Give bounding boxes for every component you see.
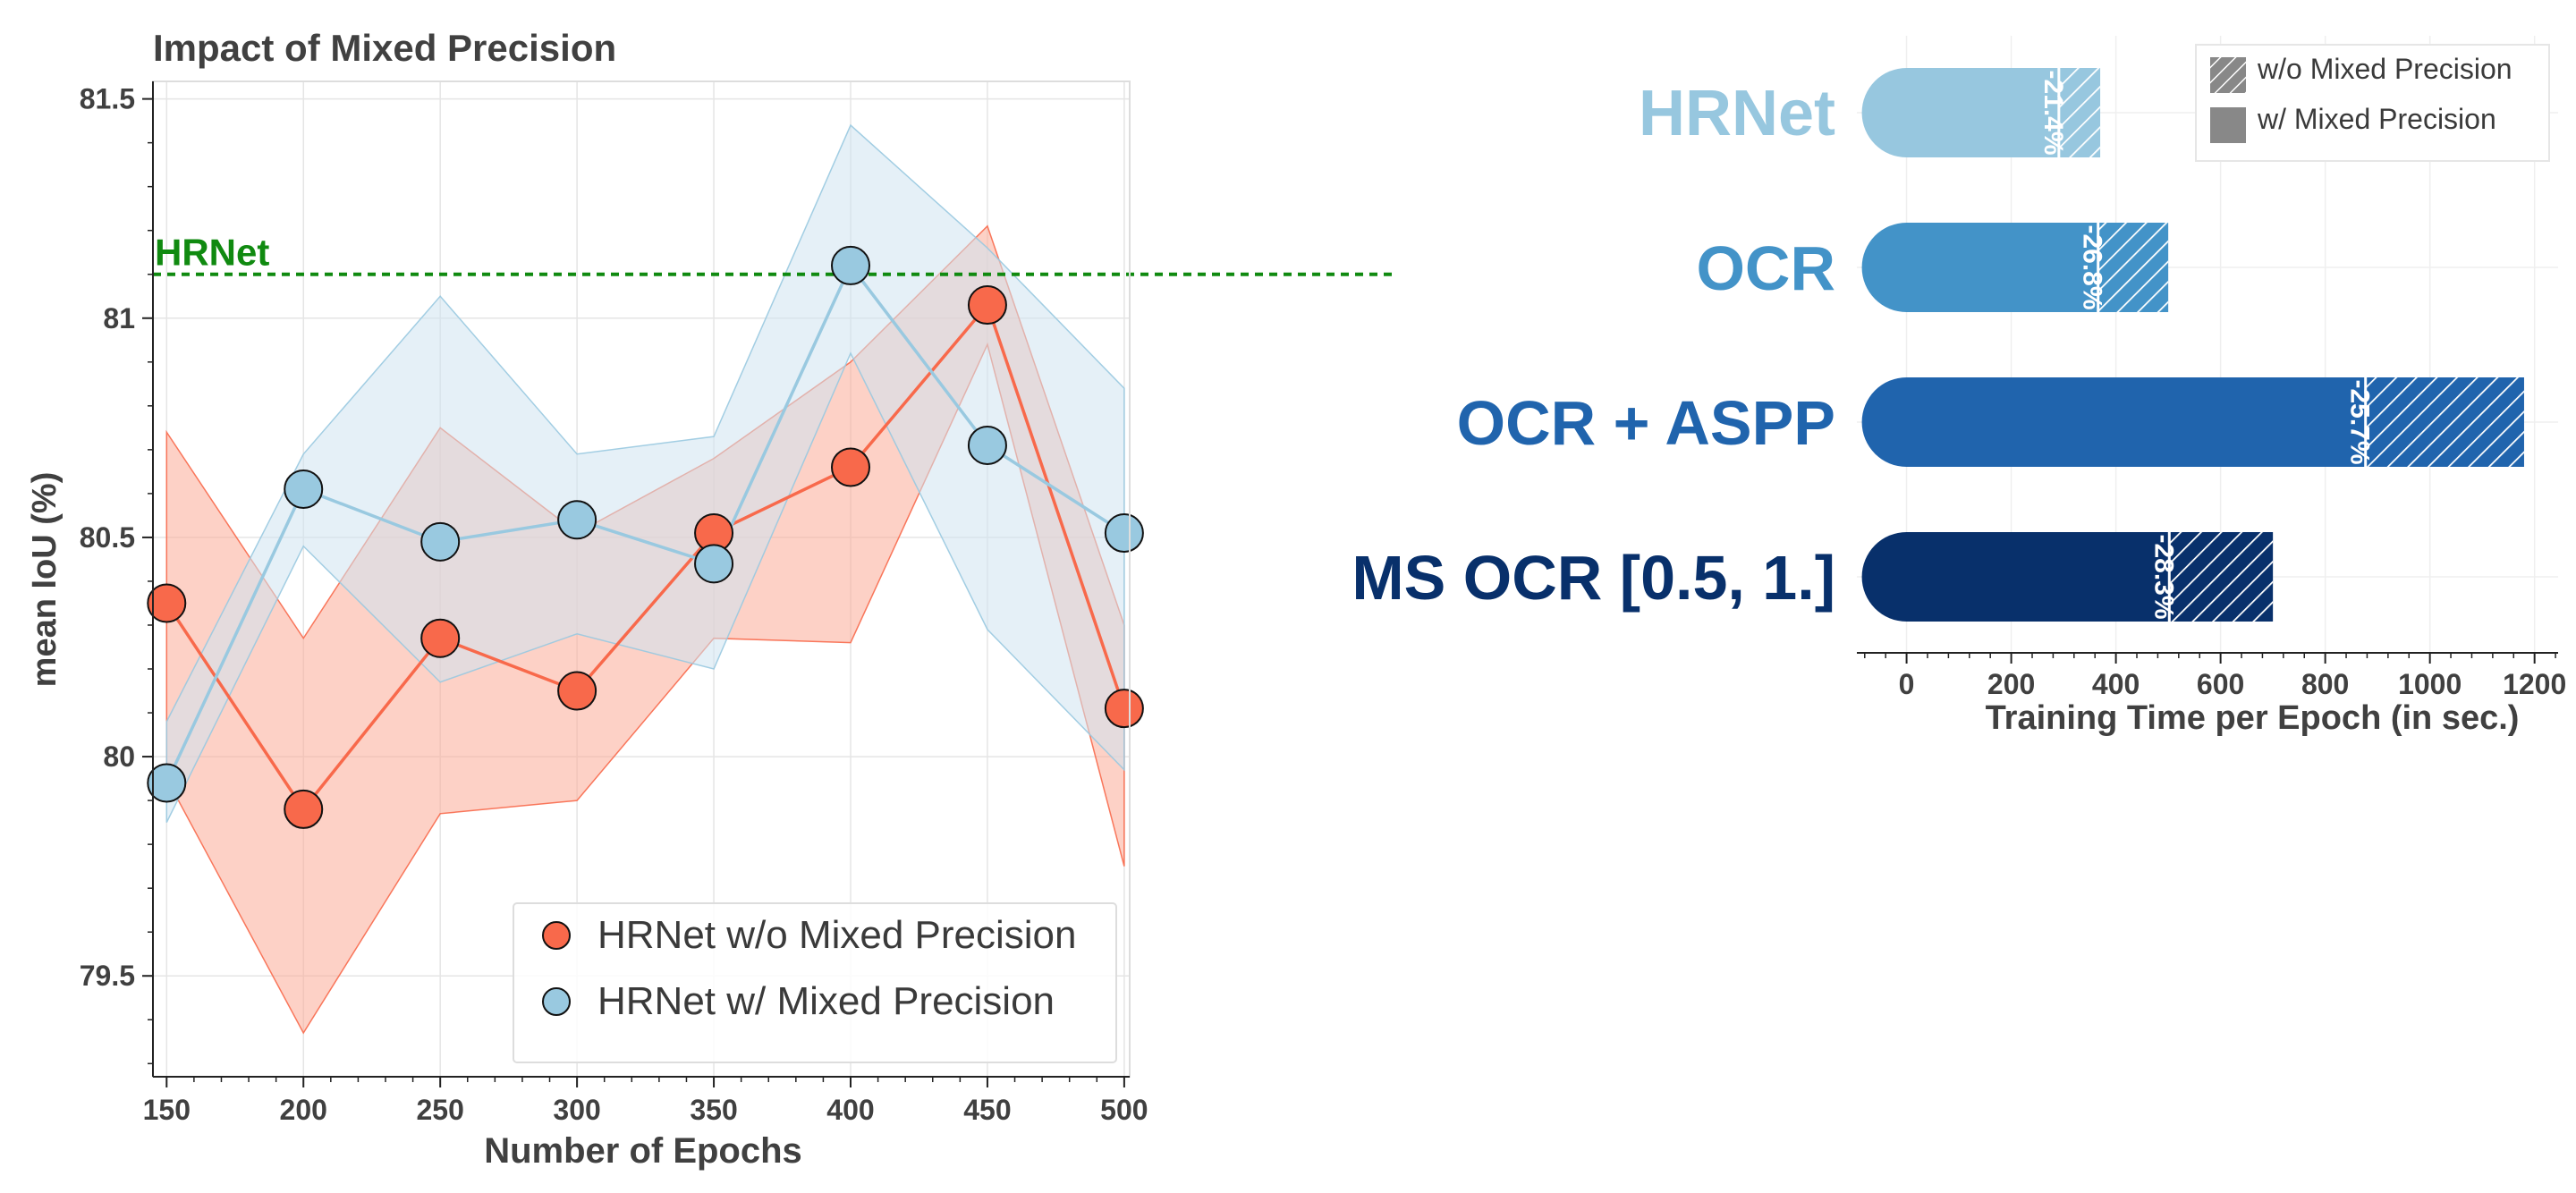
legend-label-wo-mixed-precision: HRNet w/o Mixed Precision bbox=[597, 913, 1077, 957]
y-tick-label: 80.5 bbox=[80, 521, 135, 554]
bar-w-mixed-precision bbox=[1861, 532, 2170, 622]
x-tick-label: 300 bbox=[553, 1094, 600, 1126]
category-label: MS OCR [0.5, 1.] bbox=[1352, 543, 1835, 613]
legend-label-w-mixed-precision: HRNet w/ Mixed Precision bbox=[597, 979, 1055, 1023]
reduction-label: -21.4% bbox=[2038, 70, 2068, 155]
reduction-label: -26.8% bbox=[2078, 224, 2107, 309]
data-point bbox=[694, 544, 734, 584]
legend-marker-w-mixed-precision bbox=[542, 987, 571, 1016]
legend-label-w-mixed-precision: w/ Mixed Precision bbox=[2257, 103, 2496, 135]
axes: 150 200 250 300 350 400 450 500 79.5 80 80.5 81 81.5 bbox=[80, 81, 1148, 1126]
data-points bbox=[147, 245, 1144, 829]
bar-w-mixed-precision bbox=[1861, 223, 2098, 312]
reduction-label: -28.3% bbox=[2148, 534, 2178, 619]
y-tick-label: 80 bbox=[103, 740, 135, 773]
data-point bbox=[967, 285, 1007, 326]
x-tick-label: 1000 bbox=[2398, 668, 2462, 700]
category-label: OCR + ASPP bbox=[1457, 388, 1835, 458]
x-tick-label: 450 bbox=[963, 1094, 1011, 1126]
data-point bbox=[284, 789, 324, 829]
x-tick-label: 400 bbox=[2092, 668, 2140, 700]
confidence-band bbox=[165, 123, 1125, 823]
training-time-chart: -21.4% HRNet -26.8% OCR -25.7% OCR + ASPP -28.… bbox=[1352, 36, 2566, 737]
legend-box bbox=[2195, 44, 2550, 162]
category-label: HRNet bbox=[1639, 78, 1835, 149]
x-tick-label: 200 bbox=[1987, 668, 2035, 700]
x-tick-label: 200 bbox=[280, 1094, 327, 1126]
mixed-precision-iou-chart: Impact of Mixed Precision HRNet 150 200 25… bbox=[26, 27, 1398, 1171]
bar-w-mixed-precision bbox=[1861, 377, 2366, 467]
x-tick-label: 250 bbox=[416, 1094, 463, 1126]
series-line bbox=[165, 301, 1126, 812]
series-lines bbox=[165, 262, 1126, 812]
bar-hatch bbox=[2097, 223, 2169, 312]
legend: HRNet w/o Mixed Precision HRNet w/ Mixed… bbox=[513, 902, 1117, 1063]
data-point bbox=[831, 447, 870, 487]
bars: -21.4% HRNet -26.8% OCR -25.7% OCR + ASPP -28.… bbox=[1352, 68, 2524, 622]
confidence-bands bbox=[165, 123, 1125, 1035]
x-axis-label: Training Time per Epoch (in sec.) bbox=[1986, 699, 2520, 737]
bar-hatch bbox=[2058, 68, 2101, 157]
legend: w/o Mixed Precision w/ Mixed Precision bbox=[2195, 44, 2550, 162]
data-point bbox=[147, 583, 187, 623]
data-point bbox=[420, 618, 461, 658]
data-point bbox=[831, 245, 870, 285]
y-tick-label: 79.5 bbox=[80, 960, 135, 992]
reference-line-label: HRNet bbox=[155, 232, 269, 274]
x-tick-label: 350 bbox=[690, 1094, 737, 1126]
x-axis-label: Number of Epochs bbox=[484, 1131, 802, 1171]
axes: 0 200 400 600 800 1000 1200 bbox=[1857, 652, 2566, 700]
x-tick-label: 400 bbox=[826, 1094, 874, 1126]
data-point bbox=[147, 763, 187, 803]
y-tick-label: 81.5 bbox=[80, 83, 135, 115]
category-label: OCR bbox=[1696, 233, 1835, 303]
data-point bbox=[1104, 689, 1144, 729]
bar-w-mixed-precision bbox=[1861, 68, 2059, 157]
x-tick-label: 0 bbox=[1899, 668, 1915, 700]
legend-swatch-hatch bbox=[2210, 57, 2246, 93]
legend-swatch-w-mixed-precision bbox=[2210, 107, 2246, 143]
legend-label-wo-mixed-precision: w/o Mixed Precision bbox=[2257, 53, 2512, 85]
series-line bbox=[165, 262, 1125, 784]
x-tick-label: 1200 bbox=[2503, 668, 2566, 700]
bar-hatch bbox=[2169, 532, 2274, 622]
data-point bbox=[557, 671, 597, 711]
x-tick-label: 600 bbox=[2197, 668, 2244, 700]
x-tick-label: 500 bbox=[1100, 1094, 1148, 1126]
data-point bbox=[557, 500, 597, 540]
x-tick-label: 150 bbox=[143, 1094, 191, 1126]
legend-box bbox=[513, 902, 1117, 1063]
x-tick-label: 800 bbox=[2301, 668, 2349, 700]
data-point bbox=[420, 521, 461, 562]
y-axis-label: mean IoU (%) bbox=[26, 472, 64, 688]
y-tick-label: 81 bbox=[103, 302, 135, 334]
chart-title: Impact of Mixed Precision bbox=[153, 27, 616, 69]
data-point bbox=[967, 425, 1007, 465]
bar-hatch bbox=[2365, 377, 2524, 467]
data-point bbox=[284, 469, 324, 509]
reduction-label: -25.7% bbox=[2345, 379, 2375, 464]
legend-marker-wo-mixed-precision bbox=[542, 921, 571, 950]
reference-line: HRNet bbox=[153, 232, 1398, 276]
data-point bbox=[1104, 513, 1144, 554]
